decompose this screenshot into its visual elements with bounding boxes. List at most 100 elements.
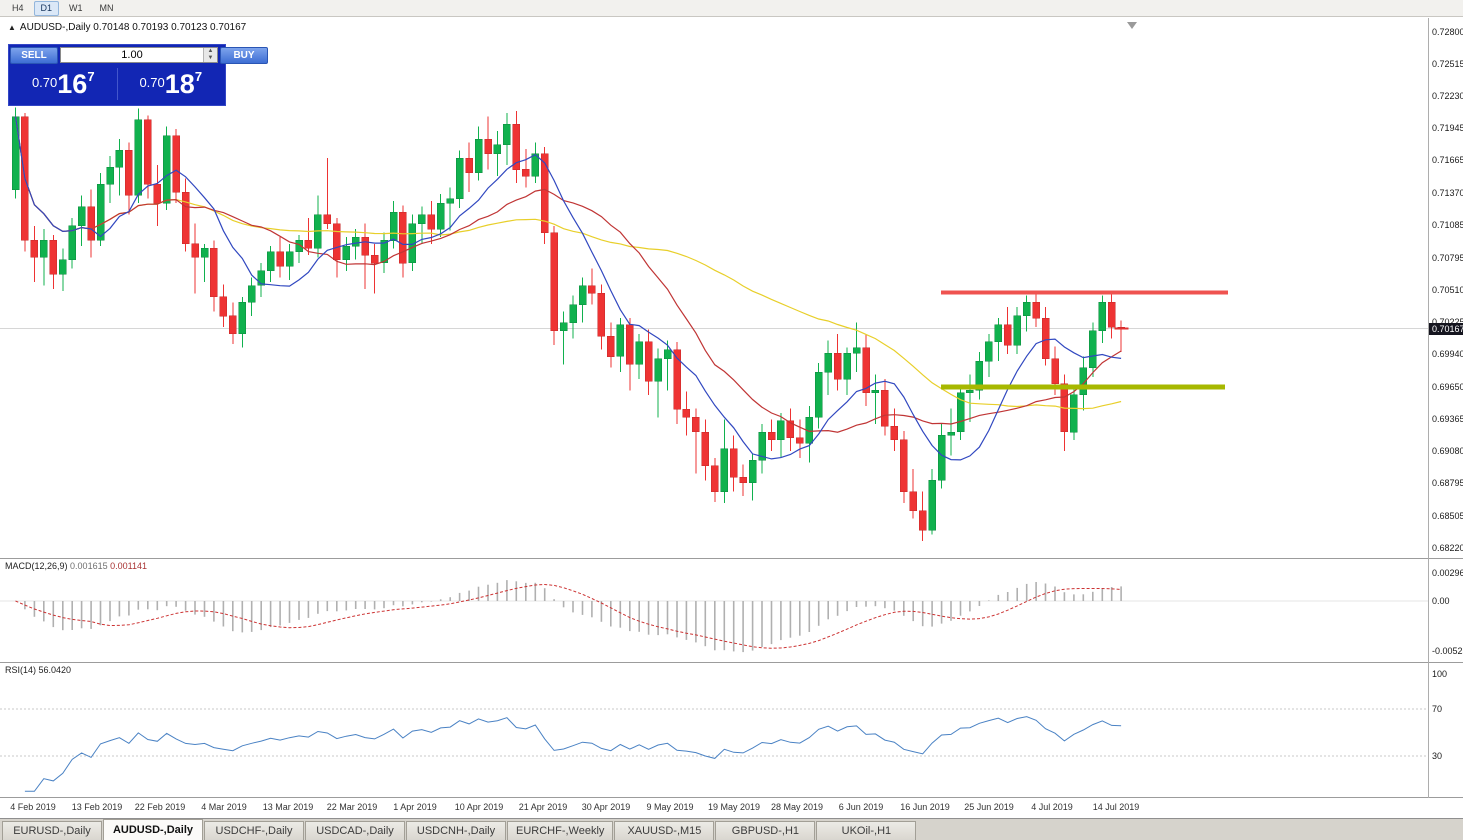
current-price-tag: 0.70167 xyxy=(1429,323,1463,335)
price-divider xyxy=(116,68,118,100)
volume-spinner: ▲ ▼ xyxy=(203,48,217,62)
chart-tabs-bar: EURUSD-,Daily AUDUSD-,Daily USDCHF-,Daily U… xyxy=(0,818,1463,840)
date-axis-label: 4 Mar 2019 xyxy=(201,802,247,812)
pane-separator[interactable] xyxy=(0,662,1463,663)
date-axis-label: 13 Feb 2019 xyxy=(71,802,123,812)
price-axis-label: 0.68505 xyxy=(1432,511,1463,521)
chart-shift-marker-icon[interactable] xyxy=(1127,22,1137,29)
chart-tab-xauusd-m15[interactable]: XAUUSD-,M15 xyxy=(614,821,715,840)
chart-title: AUDUSD-,Daily 0.70148 0.70193 0.70123 0.… xyxy=(19,22,247,33)
macd-name: MACD(12,26,9) xyxy=(5,561,68,571)
chart-tab-audusd-daily[interactable]: AUDUSD-,Daily xyxy=(103,819,203,840)
price-axis-label: 0.71085 xyxy=(1432,220,1463,230)
chart-tab-ukoil-h1[interactable]: UKOil-,H1 xyxy=(816,821,917,840)
rsi-pane[interactable]: 100 70 30 RSI(14) 56.0420 xyxy=(0,663,1463,797)
price-axis-label: 0.69365 xyxy=(1432,414,1463,424)
price-axis-label: 0.70510 xyxy=(1432,285,1463,295)
chart-header: ▲ AUDUSD-,Daily 0.70148 0.70193 0.70123 … xyxy=(8,22,246,33)
timeframe-mn-button[interactable]: MN xyxy=(99,2,114,13)
rsi-name: RSI(14) xyxy=(5,665,37,675)
date-axis-label: 19 May 2019 xyxy=(707,802,761,812)
one-click-collapse-icon[interactable]: ▲ xyxy=(8,23,16,32)
timeframe-w1-button[interactable]: W1 xyxy=(69,2,83,13)
macd-axis: 0.002962 0.00 -0.005255 xyxy=(1429,559,1463,662)
rsi-axis-label: 30 xyxy=(1432,751,1443,761)
macd-axis-label: 0.002962 xyxy=(1432,568,1463,578)
chart-tab-usdchf-daily[interactable]: USDCHF-,Daily xyxy=(204,821,304,840)
price-axis-label: 0.70795 xyxy=(1432,253,1463,263)
timeframe-toolbar: H4 D1 W1 MN xyxy=(0,0,1463,17)
one-click-trading-panel: SELL ▲ ▼ BUY 0.70167 xyxy=(8,44,268,106)
price-axis-label: 0.72515 xyxy=(1432,59,1463,69)
price-chart-canvas[interactable] xyxy=(0,18,1428,558)
macd-pane[interactable]: 0.002962 0.00 -0.005255 MACD(12,26,9) 0.00… xyxy=(0,559,1463,662)
volume-decrease-button[interactable]: ▼ xyxy=(204,55,217,62)
rsi-axis-label: 100 xyxy=(1432,669,1448,679)
rsi-label: RSI(14) 56.0420 xyxy=(5,665,71,675)
price-axis-label: 0.69080 xyxy=(1432,446,1463,456)
macd-label: MACD(12,26,9) 0.001615 0.001141 xyxy=(5,561,147,571)
price-axis-label: 0.69940 xyxy=(1432,349,1463,359)
volume-increase-button[interactable]: ▲ xyxy=(204,48,217,55)
date-axis-label: 25 Jun 2019 xyxy=(964,802,1014,812)
date-axis-label: 28 May 2019 xyxy=(770,802,824,812)
chart-tab-eurusd-daily[interactable]: EURUSD-,Daily xyxy=(2,821,102,840)
macd-canvas xyxy=(0,580,1428,653)
macd-axis-label: 0.00 xyxy=(1432,596,1450,606)
chart-tab-usdcad-daily[interactable]: USDCAD-,Daily xyxy=(305,821,405,840)
date-axis: 4 Feb 2019 13 Feb 2019 22 Feb 2019 4 Mar 20… xyxy=(0,798,1463,818)
macd-value-signal: 0.001141 xyxy=(110,561,147,571)
pane-separator xyxy=(0,797,1463,798)
date-axis-label: 10 Apr 2019 xyxy=(454,802,504,812)
price-axis-label: 0.70225 xyxy=(1432,317,1463,327)
price-axis-label: 0.71665 xyxy=(1432,155,1463,165)
pane-separator[interactable] xyxy=(0,558,1463,559)
date-axis-label: 9 May 2019 xyxy=(646,802,694,812)
chart-tab-usdcnh-daily[interactable]: USDCNH-,Daily xyxy=(406,821,506,840)
price-axis-label: 0.68220 xyxy=(1432,543,1463,553)
buy-price-prefix: 0.70 xyxy=(139,74,165,90)
buy-price[interactable]: 0.70187 xyxy=(118,69,225,100)
sell-price-sup: 7 xyxy=(87,68,95,84)
timeframe-d1-button[interactable]: D1 xyxy=(33,0,60,16)
trade-panel-controls: SELL ▲ ▼ BUY xyxy=(10,46,268,64)
date-axis-label: 30 Apr 2019 xyxy=(581,802,631,812)
buy-price-big: 18 xyxy=(164,68,195,99)
date-axis-label: 14 Jul 2019 xyxy=(1092,802,1140,812)
macd-value-main: 0.001615 xyxy=(70,561,108,571)
trade-panel-prices: 0.70167 0.70187 xyxy=(10,64,224,104)
price-axis-label: 0.69650 xyxy=(1432,382,1463,392)
volume-field: ▲ ▼ xyxy=(60,47,218,63)
date-axis-label: 4 Jul 2019 xyxy=(1031,802,1073,812)
sell-price-big: 16 xyxy=(57,68,88,99)
date-axis-label: 21 Apr 2019 xyxy=(518,802,568,812)
price-axis-label: 0.71945 xyxy=(1432,123,1463,133)
volume-input[interactable] xyxy=(61,48,203,62)
chart-region: 0.72800 0.72515 0.72230 0.71945 0.71665 0.713… xyxy=(0,18,1463,818)
sell-price-prefix: 0.70 xyxy=(31,74,58,90)
chart-tab-gbpusd-h1[interactable]: GBPUSD-,H1 xyxy=(715,821,816,840)
date-axis-label: 16 Jun 2019 xyxy=(900,802,950,812)
timeframe-h4-button[interactable]: H4 xyxy=(12,2,24,13)
date-axis-label: 22 Mar 2019 xyxy=(326,802,378,812)
price-axis-label: 0.72800 xyxy=(1432,27,1463,37)
rsi-axis: 100 70 30 xyxy=(1429,663,1463,797)
price-pane[interactable]: 0.72800 0.72515 0.72230 0.71945 0.71665 0.713… xyxy=(0,18,1463,558)
sell-button[interactable]: SELL xyxy=(10,46,58,64)
rsi-canvas xyxy=(0,708,1428,792)
buy-button[interactable]: BUY xyxy=(220,46,268,64)
sell-price[interactable]: 0.70167 xyxy=(10,69,117,100)
buy-price-sup: 7 xyxy=(194,68,203,84)
price-axis-label: 0.68795 xyxy=(1432,478,1463,488)
date-axis-label: 6 Jun 2019 xyxy=(838,802,884,812)
price-axis-label: 0.71370 xyxy=(1432,188,1463,198)
rsi-value: 56.0420 xyxy=(38,665,72,675)
date-axis-label: 1 Apr 2019 xyxy=(393,802,437,812)
chart-tab-eurchf-weekly[interactable]: EURCHF-,Weekly xyxy=(507,821,614,840)
macd-axis-label: -0.005255 xyxy=(1432,646,1463,656)
date-axis-label: 4 Feb 2019 xyxy=(10,802,56,812)
price-axis-label: 0.72230 xyxy=(1432,91,1463,101)
date-axis-label: 22 Feb 2019 xyxy=(134,802,186,812)
date-axis-label: 13 Mar 2019 xyxy=(262,802,314,812)
